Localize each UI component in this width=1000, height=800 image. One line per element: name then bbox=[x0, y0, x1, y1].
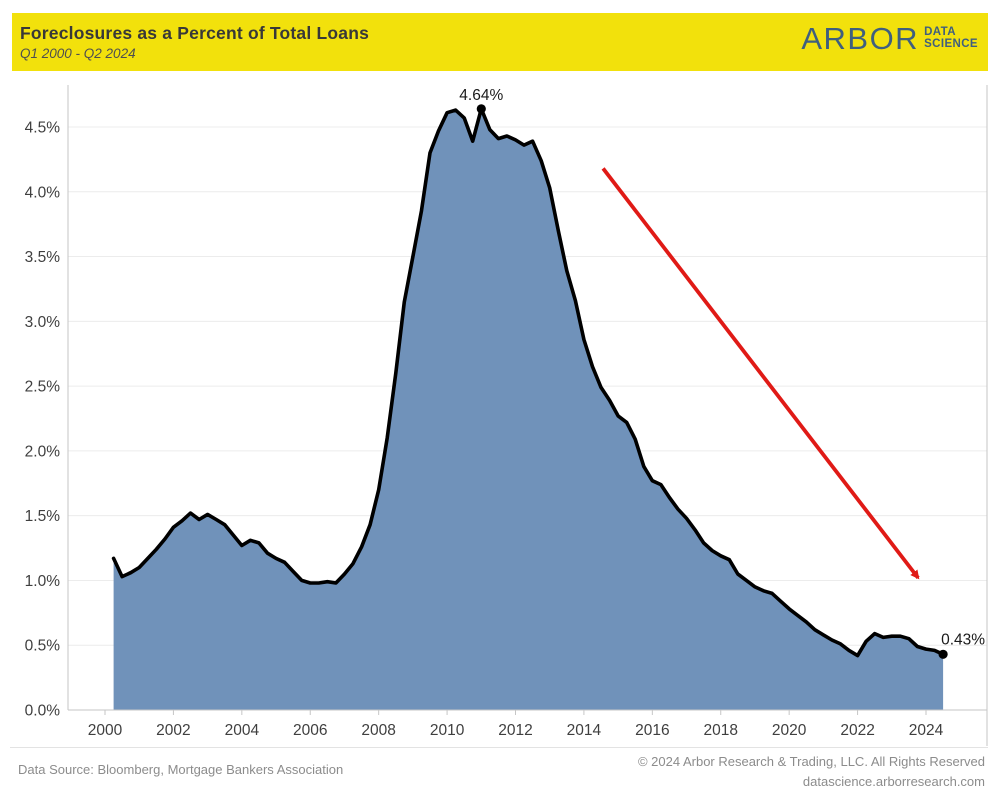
x-tick-label: 2022 bbox=[840, 722, 874, 739]
footer-divider bbox=[10, 747, 988, 748]
chart-subtitle: Q1 2000 - Q2 2024 bbox=[20, 46, 136, 62]
y-tick-label: 2.0% bbox=[25, 443, 61, 460]
header-band: Foreclosures as a Percent of Total Loans… bbox=[12, 13, 988, 71]
decline-arrow bbox=[601, 167, 920, 580]
trend-line bbox=[111, 107, 945, 658]
y-tick-label: 2.5% bbox=[25, 379, 61, 396]
copyright-block: © 2024 Arbor Research & Trading, LLC. Al… bbox=[638, 752, 985, 791]
y-tick-label: 3.0% bbox=[25, 314, 61, 331]
x-tick-label: 2002 bbox=[156, 722, 190, 739]
area-fill bbox=[113, 108, 944, 711]
x-tick-label: 2014 bbox=[567, 722, 602, 739]
header-titles: Foreclosures as a Percent of Total Loans… bbox=[20, 23, 369, 62]
x-tick-label: 2020 bbox=[772, 722, 807, 739]
arbor-data-science-logo: ARBOR DATA SCIENCE bbox=[801, 20, 978, 58]
logo-arbor-wordmark: ARBOR bbox=[801, 20, 920, 56]
footer: Data Source: Bloomberg, Mortgage Bankers… bbox=[0, 748, 1000, 800]
x-tick-label: 2018 bbox=[704, 722, 738, 739]
end-value-label: 0.43% bbox=[941, 631, 985, 648]
x-tick-label: 2008 bbox=[361, 722, 395, 739]
end-marker-dot bbox=[938, 649, 948, 659]
website-text: datascience.arborresearch.com bbox=[802, 773, 985, 789]
y-tick-label: 3.5% bbox=[25, 249, 61, 266]
y-tick-label: 4.0% bbox=[25, 184, 61, 201]
y-tick-label: 0.0% bbox=[25, 703, 61, 720]
copyright-text: © 2024 Arbor Research & Trading, LLC. Al… bbox=[637, 754, 985, 769]
y-tick-label: 1.5% bbox=[25, 508, 61, 525]
x-tick-label: 2004 bbox=[225, 722, 260, 739]
logo-data-text: DATA bbox=[924, 25, 956, 38]
y-tick-label: 4.5% bbox=[25, 119, 61, 136]
logo-science-text: SCIENCE bbox=[924, 37, 978, 50]
x-tick-label: 2024 bbox=[909, 722, 944, 739]
peak-marker-dot bbox=[476, 104, 486, 114]
x-tick-label: 2000 bbox=[88, 722, 123, 739]
logo-stack: DATA SCIENCE bbox=[924, 25, 978, 51]
peak-value-label: 4.64% bbox=[459, 87, 503, 104]
y-tick-label: 0.5% bbox=[25, 638, 61, 655]
x-tick-label: 2010 bbox=[430, 722, 465, 739]
x-tick-label: 2012 bbox=[498, 722, 532, 739]
x-tick-label: 2016 bbox=[635, 722, 669, 739]
data-source-text: Data Source: Bloomberg, Mortgage Bankers… bbox=[18, 762, 344, 777]
x-tick-label: 2006 bbox=[293, 722, 327, 739]
chart-title: Foreclosures as a Percent of Total Loans bbox=[20, 22, 370, 43]
y-tick-label: 1.0% bbox=[25, 573, 61, 590]
